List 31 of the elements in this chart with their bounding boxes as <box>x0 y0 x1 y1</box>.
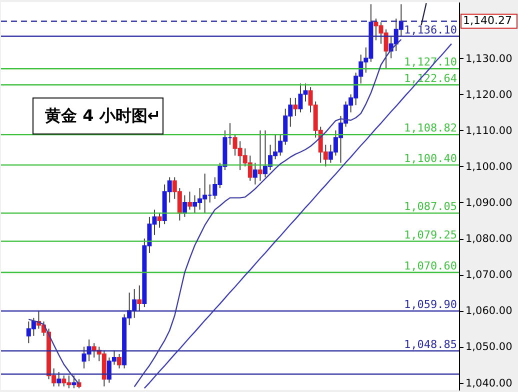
y-tick-label: 1,120.00 <box>466 88 512 101</box>
y-tick-label: 1,060.00 <box>466 305 512 318</box>
ref-line-label: 1,136.10 <box>404 23 457 36</box>
candlestick <box>258 130 262 182</box>
y-tick-label: 1,050.00 <box>466 341 512 354</box>
candlestick <box>293 97 298 116</box>
ref-line-label: 1,100.40 <box>404 152 457 165</box>
ref-line-label: 1,048.85 <box>404 338 457 351</box>
candlestick <box>252 162 258 185</box>
candlestick <box>92 342 96 358</box>
y-tick-label: 1,130.00 <box>466 52 512 65</box>
candlestick <box>117 353 122 369</box>
candlestick <box>56 371 62 387</box>
candlestick <box>72 375 76 389</box>
ref-line-label: 1,059.90 <box>404 298 457 312</box>
ref-line-label: 1,070.60 <box>404 259 457 272</box>
y-tick-label: 1,100.00 <box>466 160 512 173</box>
candlestick <box>182 194 187 218</box>
candlestick <box>157 212 162 228</box>
ref-line-label: 1,140.27 <box>463 14 512 28</box>
y-tick-label: 1,080.00 <box>466 233 512 246</box>
ref-line-label: 1,108.82 <box>404 122 457 135</box>
ref-line-label: 1,079.25 <box>404 228 457 242</box>
candlestick <box>187 191 192 210</box>
y-tick-label: 1,040.00 <box>466 377 512 390</box>
y-tick-label: 1,110.00 <box>466 124 512 137</box>
y-tick-label: 1,070.00 <box>466 269 512 282</box>
annotation: 黄金 4 小时图↵ <box>44 106 161 125</box>
ref-line-label: 1,087.05 <box>404 200 457 214</box>
candlestick <box>137 284 142 312</box>
y-tick-label: 1,090.00 <box>466 196 512 209</box>
